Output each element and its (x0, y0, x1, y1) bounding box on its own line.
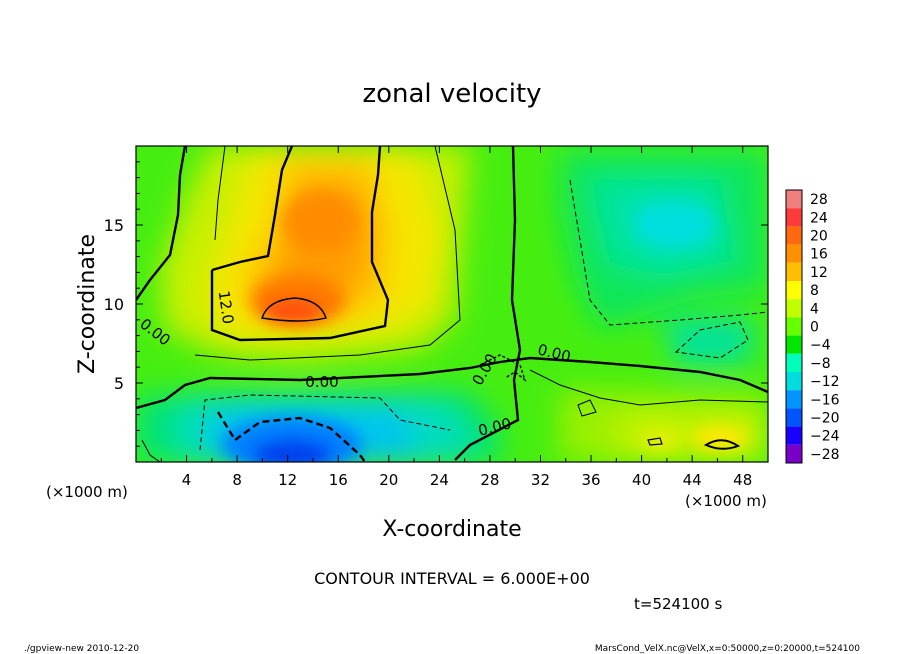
colorbar-swatch (786, 444, 802, 463)
colorbar-label: 20 (810, 229, 828, 245)
colorbar-label: 4 (810, 301, 819, 317)
x-axis-title: X-coordinate (382, 517, 521, 542)
colorbar-swatch (786, 408, 802, 427)
colorbar-label: −16 (810, 392, 840, 408)
colorbar-label: 0 (810, 320, 819, 336)
colorbar-swatch (786, 299, 802, 318)
footer-right: MarsCond_VelX.nc@VelX,x=0:50000,z=0:2000… (595, 644, 860, 654)
x-tick-label: 28 (480, 471, 499, 489)
colorbar-label: −28 (810, 447, 840, 463)
y-tick-label: 15 (104, 216, 124, 235)
colorbar-swatch (786, 190, 802, 209)
colorbar-label: 28 (810, 192, 828, 208)
colorbar-label: 8 (810, 283, 819, 299)
colorbar-swatch (786, 372, 802, 391)
colorbar-swatch (786, 208, 802, 227)
contour-label: 0.00 (305, 373, 338, 391)
colorbar-label: −12 (810, 374, 840, 390)
colorbar-swatch (786, 317, 802, 336)
colorbar-label: −20 (810, 411, 840, 427)
y-axis-title: Z-coordinate (75, 234, 100, 374)
x-tick-label: 44 (683, 471, 702, 489)
colorbar-label: 12 (810, 265, 828, 281)
x-tick-label: 32 (531, 471, 550, 489)
x-tick-label: 4 (182, 471, 192, 489)
x-axis-ticks: 4 8 12 16 20 24 28 32 36 40 44 48 (160, 146, 752, 489)
time-label: t=524100 s (634, 595, 722, 613)
colorbar-label: −8 (810, 356, 831, 372)
x-tick-label: 48 (733, 471, 752, 489)
colorbar-swatch (786, 262, 802, 281)
colorbar-label: 16 (810, 247, 828, 263)
y-unit-label: (×1000 m) (46, 483, 128, 501)
contour-interval-text: CONTOUR INTERVAL = 6.000E+00 (314, 569, 590, 588)
x-unit-label: (×1000 m) (685, 492, 767, 510)
colorbar-swatch (786, 281, 802, 300)
x-tick-label: 40 (632, 471, 651, 489)
colorbar-label: −4 (810, 338, 831, 354)
colorbar-frame (785, 189, 803, 464)
x-tick-label: 20 (379, 471, 398, 489)
x-tick-label: 36 (581, 471, 600, 489)
colorbar-swatch (786, 335, 802, 354)
y-tick-label: 10 (104, 295, 124, 314)
x-tick-label: 24 (430, 471, 449, 489)
x-tick-label: 8 (232, 471, 242, 489)
colorbar: 28 24 20 16 12 8 4 0 −4 −8 −12 −16 −20 −24 −28 (785, 189, 840, 464)
chart-title: zonal velocity (362, 79, 541, 109)
y-tick-label: 5 (114, 374, 124, 393)
colorbar-swatch (786, 226, 802, 245)
x-tick-label: 16 (329, 471, 348, 489)
colorbar-label: 24 (810, 210, 828, 226)
colorbar-swatch (786, 244, 802, 263)
colorbar-label: −24 (810, 429, 840, 445)
colorbar-swatch (786, 426, 802, 445)
footer-left: ./gpview-new 2010-12-20 (24, 644, 139, 654)
contour-label: 12.0 (215, 290, 237, 326)
x-tick-label: 12 (278, 471, 297, 489)
colorbar-swatch (786, 353, 802, 372)
y-axis-ticks: 5 10 15 (104, 161, 768, 447)
colorbar-swatch (786, 390, 802, 409)
